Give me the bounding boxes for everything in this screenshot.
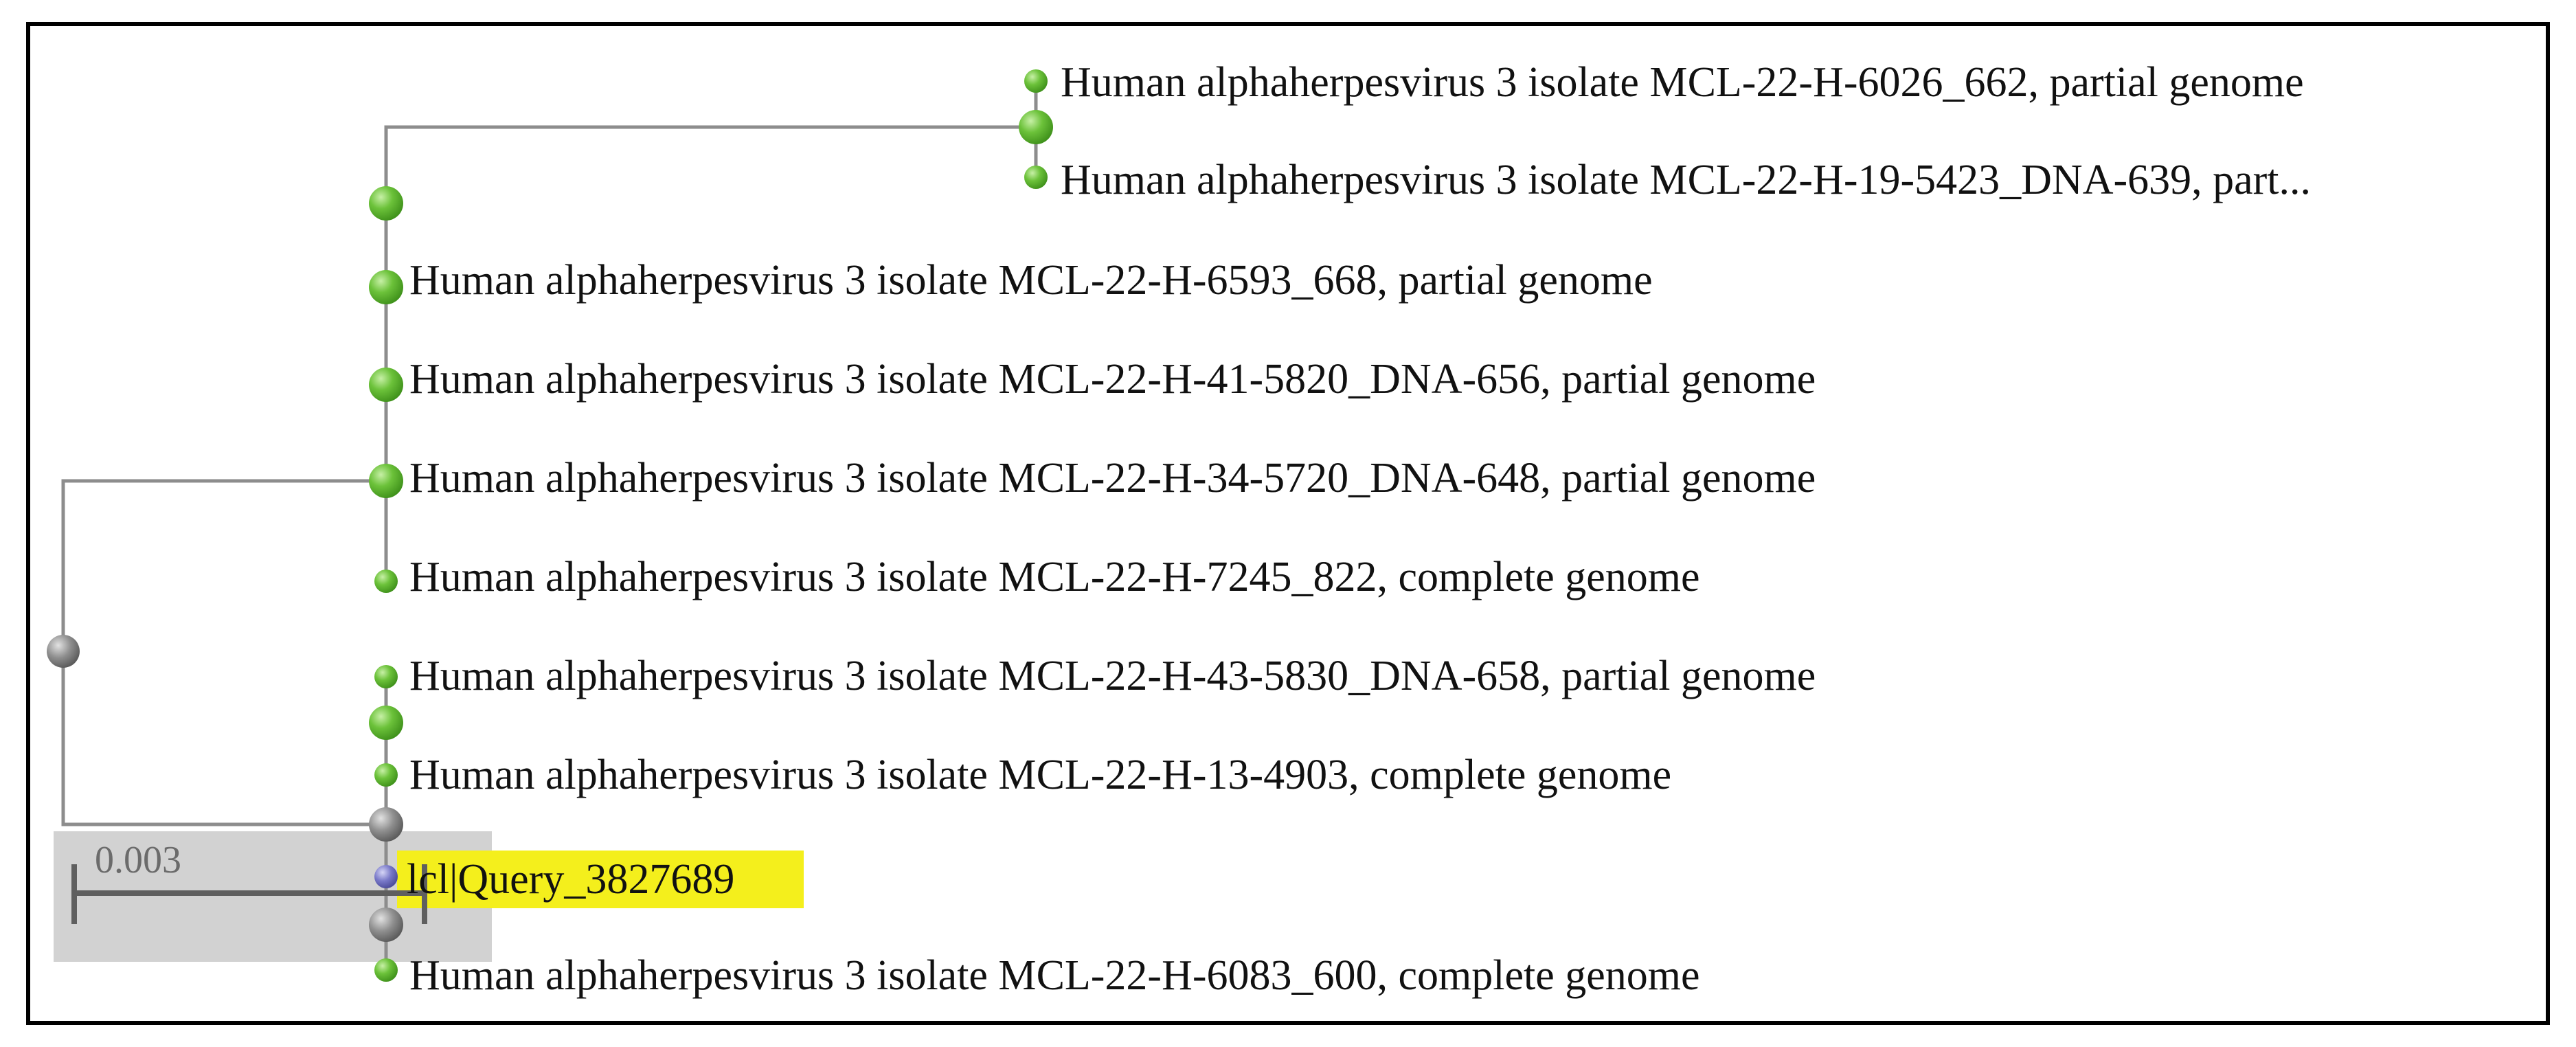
query-label[interactable]: lcl|Query_3827689 [407, 856, 734, 903]
leaf-label[interactable]: Human alphaherpesvirus 3 isolate MCL-22-… [409, 752, 1671, 798]
leaf-labels: Human alphaherpesvirus 3 isolate MCL-22-… [407, 59, 2311, 999]
leaf-label[interactable]: Human alphaherpesvirus 3 isolate MCL-22-… [409, 257, 1653, 304]
tree-nodes [47, 69, 1053, 982]
query-highlight [397, 851, 804, 908]
leaf-label[interactable]: Human alphaherpesvirus 3 isolate MCL-22-… [1061, 157, 2311, 203]
internal-node-grey[interactable] [369, 908, 403, 942]
leaf-label[interactable]: Human alphaherpesvirus 3 isolate MCL-22-… [409, 952, 1700, 999]
internal-node[interactable] [369, 186, 403, 221]
leaf-label[interactable]: Human alphaherpesvirus 3 isolate MCL-22-… [409, 356, 1816, 403]
scale-bar-label: 0.003 [95, 839, 181, 881]
query-node[interactable] [374, 865, 398, 888]
leaf-node[interactable] [374, 958, 398, 982]
leaf-node[interactable] [374, 763, 398, 787]
leaf-node[interactable] [1024, 166, 1048, 189]
phylogenetic-tree: 0.003 Human alphaherpesvirus 3 isolate M [47, 59, 2311, 999]
leaf-node[interactable] [369, 464, 403, 498]
internal-node-grey[interactable] [369, 807, 403, 842]
tree-viewer: 0.003 Human alphaherpesvirus 3 isolate M [26, 22, 2550, 1025]
leaf-node[interactable] [374, 665, 398, 688]
leaf-node[interactable] [369, 368, 403, 402]
leaf-node[interactable] [1024, 69, 1048, 93]
internal-node[interactable] [369, 706, 403, 740]
leaf-label[interactable]: Human alphaherpesvirus 3 isolate MCL-22-… [409, 653, 1816, 699]
leaf-label[interactable]: Human alphaherpesvirus 3 isolate MCL-22-… [409, 455, 1816, 502]
subclade-branch [384, 125, 1036, 203]
root-node[interactable] [47, 635, 80, 668]
internal-node[interactable] [1019, 110, 1053, 144]
root-branch-lower [61, 651, 386, 826]
leaf-label[interactable]: Human alphaherpesvirus 3 isolate MCL-22-… [409, 554, 1700, 600]
leaf-node[interactable] [374, 570, 398, 593]
leaf-node[interactable] [369, 270, 403, 304]
leaf-label[interactable]: Human alphaherpesvirus 3 isolate MCL-22-… [1061, 59, 2304, 106]
root-branch [61, 479, 386, 651]
scale-bar: 0.003 [71, 839, 427, 924]
